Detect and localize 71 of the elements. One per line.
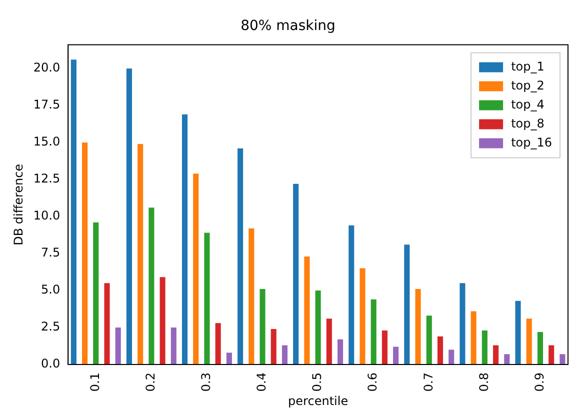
bar xyxy=(182,114,188,365)
bar xyxy=(270,328,276,365)
bar xyxy=(204,232,210,365)
x-tick-label: 0.7 xyxy=(421,372,436,392)
bar xyxy=(370,299,376,365)
bar xyxy=(293,184,299,365)
x-tick-label: 0.3 xyxy=(199,372,214,392)
bar xyxy=(115,328,121,365)
bar xyxy=(326,318,332,365)
y-tick-label: 5.0 xyxy=(41,282,60,297)
bar xyxy=(82,142,88,365)
bar xyxy=(404,244,410,365)
y-tick-label: 15.0 xyxy=(33,134,60,149)
x-axis-title: percentile xyxy=(288,394,348,408)
bar xyxy=(504,354,510,365)
bar xyxy=(160,277,166,365)
y-tick-label: 2.5 xyxy=(41,320,60,334)
bar xyxy=(415,289,421,365)
bar xyxy=(526,318,532,365)
bar xyxy=(260,289,266,365)
x-tick-label: 0.5 xyxy=(310,372,324,392)
bar xyxy=(437,336,444,365)
bar xyxy=(138,144,144,365)
y-tick-label: 12.5 xyxy=(33,172,60,186)
x-tick-label: 0.6 xyxy=(366,372,380,392)
y-tick-label: 10.0 xyxy=(33,208,60,223)
bar xyxy=(282,345,288,365)
x-tick-label: 0.9 xyxy=(532,372,546,392)
bar xyxy=(148,208,154,365)
x-tick-label: 0.2 xyxy=(144,372,158,392)
bar xyxy=(548,345,554,365)
bar xyxy=(448,350,454,365)
y-tick-label: 17.5 xyxy=(33,98,60,112)
bar xyxy=(360,268,366,365)
bar xyxy=(104,283,110,365)
bar xyxy=(560,354,566,365)
bar xyxy=(382,330,388,365)
bar xyxy=(470,311,476,365)
bar xyxy=(482,330,488,365)
bar xyxy=(93,222,99,365)
bar xyxy=(493,345,499,365)
bar xyxy=(226,352,232,365)
bar xyxy=(70,60,76,365)
bar xyxy=(126,68,132,365)
bar xyxy=(304,256,310,365)
bar xyxy=(338,339,344,365)
bar xyxy=(460,283,466,365)
legend-label: top_8 xyxy=(511,116,544,130)
bar xyxy=(537,332,544,365)
bar xyxy=(348,225,354,365)
bar xyxy=(248,228,254,365)
x-tick-label: 0.1 xyxy=(88,372,102,392)
legend-label: top_16 xyxy=(511,135,552,150)
legend-label: top_4 xyxy=(511,97,544,112)
bar xyxy=(393,346,399,365)
y-tick-label: 20.0 xyxy=(33,60,60,75)
chart-title: 80% masking xyxy=(240,18,336,34)
bar xyxy=(238,148,244,365)
bar xyxy=(315,290,321,365)
bar xyxy=(426,316,432,365)
x-tick-label: 0.4 xyxy=(254,372,269,392)
x-tick-label: 0.8 xyxy=(476,372,491,392)
legend-label: top_2 xyxy=(511,78,544,92)
y-tick-label: 0.0 xyxy=(41,356,60,371)
legend-label: top_1 xyxy=(511,59,544,74)
bar xyxy=(170,328,176,365)
y-tick-label: 7.5 xyxy=(41,246,60,260)
y-axis-title: DB difference xyxy=(11,164,26,246)
bar xyxy=(515,300,521,365)
bar xyxy=(215,323,221,365)
bar xyxy=(193,174,199,365)
